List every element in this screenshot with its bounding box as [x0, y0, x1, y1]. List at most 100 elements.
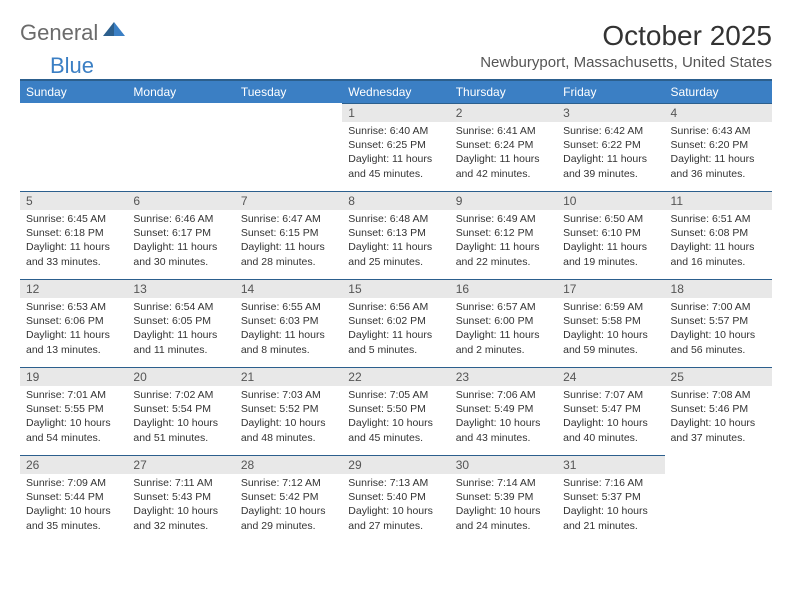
day-header: Wednesday: [342, 80, 449, 103]
day-number: 15: [342, 279, 449, 298]
calendar-day-cell: 24Sunrise: 7:07 AMSunset: 5:47 PMDayligh…: [557, 367, 664, 455]
day-content: Sunrise: 6:54 AMSunset: 6:05 PMDaylight:…: [127, 298, 234, 359]
day-number: 18: [665, 279, 772, 298]
calendar-day-cell: [20, 103, 127, 191]
calendar-day-cell: [665, 455, 772, 543]
calendar-week-row: 1Sunrise: 6:40 AMSunset: 6:25 PMDaylight…: [20, 103, 772, 191]
calendar-day-cell: 28Sunrise: 7:12 AMSunset: 5:42 PMDayligh…: [235, 455, 342, 543]
calendar-day-cell: 22Sunrise: 7:05 AMSunset: 5:50 PMDayligh…: [342, 367, 449, 455]
calendar-day-cell: 9Sunrise: 6:49 AMSunset: 6:12 PMDaylight…: [450, 191, 557, 279]
calendar-day-cell: 26Sunrise: 7:09 AMSunset: 5:44 PMDayligh…: [20, 455, 127, 543]
calendar-day-cell: 21Sunrise: 7:03 AMSunset: 5:52 PMDayligh…: [235, 367, 342, 455]
day-number: 22: [342, 367, 449, 386]
day-number: 6: [127, 191, 234, 210]
calendar-day-cell: 18Sunrise: 7:00 AMSunset: 5:57 PMDayligh…: [665, 279, 772, 367]
calendar-day-cell: 1Sunrise: 6:40 AMSunset: 6:25 PMDaylight…: [342, 103, 449, 191]
calendar-week-row: 19Sunrise: 7:01 AMSunset: 5:55 PMDayligh…: [20, 367, 772, 455]
day-content: Sunrise: 6:56 AMSunset: 6:02 PMDaylight:…: [342, 298, 449, 359]
month-title: October 2025: [480, 20, 772, 52]
day-content: Sunrise: 6:48 AMSunset: 6:13 PMDaylight:…: [342, 210, 449, 271]
calendar-day-cell: 16Sunrise: 6:57 AMSunset: 6:00 PMDayligh…: [450, 279, 557, 367]
day-content: Sunrise: 7:11 AMSunset: 5:43 PMDaylight:…: [127, 474, 234, 535]
day-number: 17: [557, 279, 664, 298]
day-content: Sunrise: 7:03 AMSunset: 5:52 PMDaylight:…: [235, 386, 342, 447]
day-content: Sunrise: 6:45 AMSunset: 6:18 PMDaylight:…: [20, 210, 127, 271]
day-number: 30: [450, 455, 557, 474]
day-number: 21: [235, 367, 342, 386]
calendar-day-cell: [235, 103, 342, 191]
day-number: 5: [20, 191, 127, 210]
day-number: 25: [665, 367, 772, 386]
location-text: Newburyport, Massachusetts, United State…: [480, 54, 772, 71]
logo-triangle-icon: [103, 20, 125, 41]
day-header: Thursday: [450, 80, 557, 103]
day-content: Sunrise: 6:43 AMSunset: 6:20 PMDaylight:…: [665, 122, 772, 183]
day-header: Sunday: [20, 80, 127, 103]
calendar-day-cell: 19Sunrise: 7:01 AMSunset: 5:55 PMDayligh…: [20, 367, 127, 455]
calendar-day-cell: 31Sunrise: 7:16 AMSunset: 5:37 PMDayligh…: [557, 455, 664, 543]
day-number: 7: [235, 191, 342, 210]
calendar-day-cell: 17Sunrise: 6:59 AMSunset: 5:58 PMDayligh…: [557, 279, 664, 367]
logo: General: [20, 20, 127, 46]
day-content: Sunrise: 6:42 AMSunset: 6:22 PMDaylight:…: [557, 122, 664, 183]
calendar-day-cell: 5Sunrise: 6:45 AMSunset: 6:18 PMDaylight…: [20, 191, 127, 279]
calendar-day-cell: 4Sunrise: 6:43 AMSunset: 6:20 PMDaylight…: [665, 103, 772, 191]
title-block: October 2025 Newburyport, Massachusetts,…: [480, 20, 772, 71]
calendar-day-cell: 20Sunrise: 7:02 AMSunset: 5:54 PMDayligh…: [127, 367, 234, 455]
day-content: Sunrise: 6:59 AMSunset: 5:58 PMDaylight:…: [557, 298, 664, 359]
day-header: Saturday: [665, 80, 772, 103]
day-header: Friday: [557, 80, 664, 103]
calendar-day-cell: 27Sunrise: 7:11 AMSunset: 5:43 PMDayligh…: [127, 455, 234, 543]
day-number: 27: [127, 455, 234, 474]
calendar-day-cell: 29Sunrise: 7:13 AMSunset: 5:40 PMDayligh…: [342, 455, 449, 543]
header: General October 2025 Newburyport, Massac…: [20, 20, 772, 71]
day-content: Sunrise: 6:50 AMSunset: 6:10 PMDaylight:…: [557, 210, 664, 271]
day-number: 10: [557, 191, 664, 210]
day-content: Sunrise: 6:47 AMSunset: 6:15 PMDaylight:…: [235, 210, 342, 271]
calendar-day-cell: 23Sunrise: 7:06 AMSunset: 5:49 PMDayligh…: [450, 367, 557, 455]
day-content: Sunrise: 6:57 AMSunset: 6:00 PMDaylight:…: [450, 298, 557, 359]
calendar-day-cell: 12Sunrise: 6:53 AMSunset: 6:06 PMDayligh…: [20, 279, 127, 367]
day-content: Sunrise: 7:06 AMSunset: 5:49 PMDaylight:…: [450, 386, 557, 447]
day-number: 9: [450, 191, 557, 210]
day-content: Sunrise: 6:53 AMSunset: 6:06 PMDaylight:…: [20, 298, 127, 359]
calendar-day-cell: 6Sunrise: 6:46 AMSunset: 6:17 PMDaylight…: [127, 191, 234, 279]
calendar-day-cell: 7Sunrise: 6:47 AMSunset: 6:15 PMDaylight…: [235, 191, 342, 279]
day-number: 19: [20, 367, 127, 386]
day-number: 31: [557, 455, 664, 474]
day-content: Sunrise: 7:14 AMSunset: 5:39 PMDaylight:…: [450, 474, 557, 535]
day-number: 13: [127, 279, 234, 298]
day-header-row: Sunday Monday Tuesday Wednesday Thursday…: [20, 80, 772, 103]
day-content: Sunrise: 7:13 AMSunset: 5:40 PMDaylight:…: [342, 474, 449, 535]
day-content: Sunrise: 7:01 AMSunset: 5:55 PMDaylight:…: [20, 386, 127, 447]
day-header: Monday: [127, 80, 234, 103]
day-content: Sunrise: 7:02 AMSunset: 5:54 PMDaylight:…: [127, 386, 234, 447]
day-number: 26: [20, 455, 127, 474]
calendar-day-cell: [127, 103, 234, 191]
day-content: Sunrise: 6:41 AMSunset: 6:24 PMDaylight:…: [450, 122, 557, 183]
day-number: 28: [235, 455, 342, 474]
day-number: 24: [557, 367, 664, 386]
day-content: Sunrise: 7:07 AMSunset: 5:47 PMDaylight:…: [557, 386, 664, 447]
calendar-day-cell: 11Sunrise: 6:51 AMSunset: 6:08 PMDayligh…: [665, 191, 772, 279]
day-content: Sunrise: 6:49 AMSunset: 6:12 PMDaylight:…: [450, 210, 557, 271]
calendar-table: Sunday Monday Tuesday Wednesday Thursday…: [20, 79, 772, 543]
day-content: Sunrise: 7:09 AMSunset: 5:44 PMDaylight:…: [20, 474, 127, 535]
day-content: Sunrise: 7:05 AMSunset: 5:50 PMDaylight:…: [342, 386, 449, 447]
calendar-day-cell: 15Sunrise: 6:56 AMSunset: 6:02 PMDayligh…: [342, 279, 449, 367]
calendar-day-cell: 3Sunrise: 6:42 AMSunset: 6:22 PMDaylight…: [557, 103, 664, 191]
calendar-day-cell: 25Sunrise: 7:08 AMSunset: 5:46 PMDayligh…: [665, 367, 772, 455]
calendar-day-cell: 13Sunrise: 6:54 AMSunset: 6:05 PMDayligh…: [127, 279, 234, 367]
day-number: 4: [665, 103, 772, 122]
day-content: Sunrise: 7:08 AMSunset: 5:46 PMDaylight:…: [665, 386, 772, 447]
day-number: 11: [665, 191, 772, 210]
day-number: 12: [20, 279, 127, 298]
day-content: Sunrise: 6:51 AMSunset: 6:08 PMDaylight:…: [665, 210, 772, 271]
day-number: 16: [450, 279, 557, 298]
day-number: 29: [342, 455, 449, 474]
calendar-week-row: 26Sunrise: 7:09 AMSunset: 5:44 PMDayligh…: [20, 455, 772, 543]
day-number: 8: [342, 191, 449, 210]
day-content: Sunrise: 7:00 AMSunset: 5:57 PMDaylight:…: [665, 298, 772, 359]
day-content: Sunrise: 6:40 AMSunset: 6:25 PMDaylight:…: [342, 122, 449, 183]
logo-text-blue: Blue: [50, 53, 94, 79]
